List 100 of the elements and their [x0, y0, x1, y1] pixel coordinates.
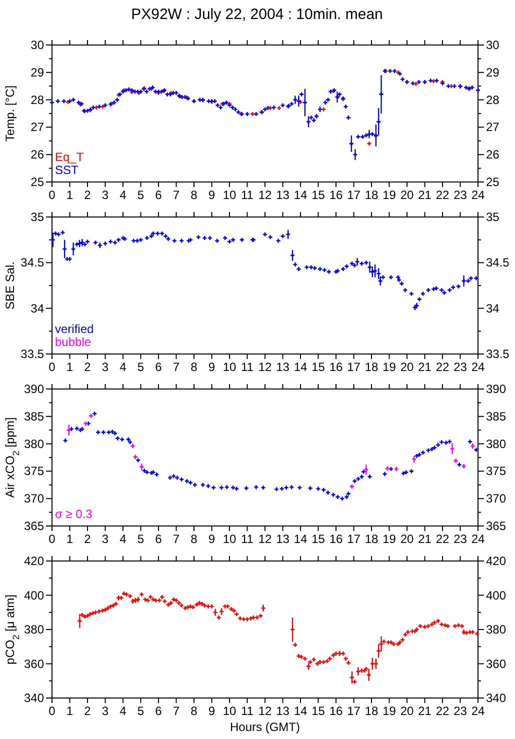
y-tick-label: 35	[30, 210, 44, 224]
x-tick-label: 23	[454, 188, 468, 202]
y-tick-label: 33.5	[20, 347, 44, 361]
x-tick-label: 6	[155, 188, 162, 202]
y2-tick-label: 33.5	[486, 347, 510, 361]
text: σ ≥ 0.3	[55, 507, 93, 521]
y-tick-label: 365	[24, 519, 44, 533]
x-tick-label: 6	[155, 532, 162, 546]
text: SST	[55, 163, 80, 177]
x-tick-label: 13	[276, 532, 290, 546]
x-axis-title: Hours (GMT)	[230, 720, 300, 734]
x-tick-label: 13	[276, 360, 290, 374]
x-tick-label: 8	[190, 188, 198, 202]
x-tick-label: 8	[190, 532, 198, 546]
x-tick-label: 2	[84, 360, 92, 374]
y2-tick-label: 370	[486, 492, 506, 506]
x-tick-label: 3	[102, 188, 109, 202]
legend-label: bubble	[55, 335, 92, 349]
x-tick-label: 18	[364, 188, 378, 202]
y-axis-title: SBE Sal.	[3, 261, 17, 310]
x-tick-label: 17	[347, 704, 361, 718]
x-tick-label: 1	[66, 188, 74, 202]
x-tick-label: 20	[400, 188, 414, 202]
x-tick-label: 19	[382, 532, 396, 546]
x-tick-label: 18	[364, 532, 378, 546]
x-tick-label: 21	[418, 704, 432, 718]
x-tick-label: 13	[276, 188, 290, 202]
x-tick-label: 10	[222, 704, 236, 718]
x-tick-label: 10	[222, 188, 236, 202]
y-tick-label: 420	[24, 554, 44, 568]
y-tick-label: 380	[24, 436, 44, 451]
y2-tick-label: 385	[486, 409, 506, 424]
x-tick-label: 0	[48, 532, 56, 546]
x-tick-label: 1	[66, 360, 74, 374]
x-tick-label: 0	[48, 704, 56, 718]
y-tick-label: 370	[24, 492, 44, 506]
x-tick-label: 2	[84, 532, 92, 546]
x-tick-label: 8	[190, 360, 198, 374]
x-tick-label: 20	[400, 532, 414, 546]
x-tick-label: 12	[258, 532, 272, 546]
x-tick-label: 12	[258, 188, 272, 202]
x-tick-label: 24	[471, 532, 485, 546]
x-tick-label: 11	[241, 360, 254, 374]
x-tick-label: 17	[347, 532, 361, 546]
x-tick-label: 4	[120, 188, 127, 202]
x-tick-label: 19	[382, 704, 396, 718]
x-tick-label: 24	[471, 360, 485, 374]
x-tick-label: 19	[382, 188, 396, 202]
x-tick-label: 14	[294, 532, 308, 546]
y-axis-title: Temp. [°C]	[3, 85, 17, 142]
x-tick-label: 15	[312, 360, 326, 374]
x-tick-label: 9	[208, 532, 216, 546]
x-tick-label: 21	[418, 532, 432, 546]
y-tick-label: 25	[30, 175, 44, 189]
x-tick-label: 22	[436, 188, 450, 202]
y2-tick-label: 25	[486, 175, 500, 189]
x-tick-label: 1	[66, 704, 74, 718]
x-tick-label: 15	[312, 188, 326, 202]
x-tick-label: 22	[436, 704, 450, 718]
y-tick-label: 30	[30, 38, 44, 52]
y2-tick-label: 360	[486, 656, 506, 671]
x-tick-label: 9	[208, 188, 216, 202]
x-tick-label: 3	[102, 704, 109, 718]
x-tick-label: 18	[364, 704, 378, 718]
x-tick-label: 17	[347, 360, 361, 374]
x-tick-label: 11	[241, 532, 254, 546]
x-tick-label: 19	[382, 360, 396, 374]
x-tick-label: 13	[276, 704, 290, 718]
y-tick-label: 380	[24, 622, 44, 636]
x-tick-label: 8	[190, 704, 198, 718]
x-tick-label: 12	[258, 704, 272, 718]
x-tick-label: 16	[329, 704, 343, 718]
x-tick-label: 15	[312, 704, 326, 718]
y2-tick-label: 34.5	[486, 256, 510, 270]
y2-tick-label: 420	[486, 554, 506, 568]
y2-tick-label: 380	[486, 436, 506, 451]
text: Eq_T	[55, 150, 84, 164]
x-tick-label: 9	[208, 704, 216, 718]
x-tick-label: 16	[329, 532, 343, 546]
x-tick-label: 6	[155, 704, 162, 718]
x-tick-label: 12	[258, 360, 272, 374]
chart-title: PX92W : July 22, 2004 : 10min. mean	[131, 6, 383, 23]
y-tick-label: 400	[24, 588, 44, 602]
x-tick-label: 16	[329, 188, 343, 202]
x-tick-label: 3	[102, 360, 109, 374]
y2-tick-label: 400	[486, 588, 506, 602]
x-tick-label: 23	[454, 532, 468, 546]
y2-tick-label: 340	[486, 691, 506, 705]
y-tick-label: 28	[30, 92, 44, 107]
x-tick-label: 4	[120, 532, 127, 546]
x-tick-label: 24	[471, 188, 485, 202]
y-tick-label: 27	[30, 120, 44, 134]
y2-tick-label: 34	[486, 301, 500, 316]
x-tick-label: 11	[241, 704, 254, 718]
x-tick-label: 17	[347, 188, 361, 202]
y2-tick-label: 365	[486, 519, 506, 533]
x-tick-label: 7	[172, 532, 180, 546]
text: verified	[55, 322, 94, 336]
y2-tick-label: 30	[486, 38, 500, 52]
x-tick-label: 16	[329, 360, 343, 374]
